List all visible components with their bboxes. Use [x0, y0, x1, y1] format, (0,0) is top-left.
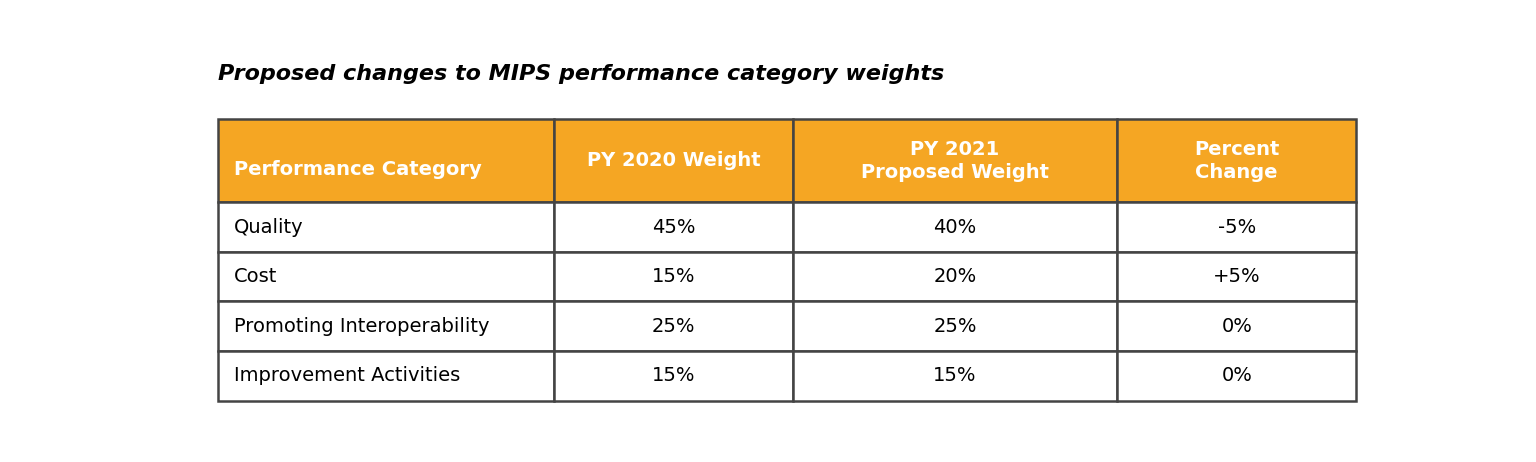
Bar — [218, 120, 554, 202]
Text: 15%: 15% — [651, 267, 696, 286]
Text: 0%: 0% — [1221, 317, 1252, 336]
Text: Proposed changes to MIPS performance category weights: Proposed changes to MIPS performance cat… — [218, 64, 945, 85]
Text: PY 2020 Weight: PY 2020 Weight — [587, 152, 760, 170]
Bar — [1117, 301, 1356, 351]
Bar — [554, 120, 793, 202]
Bar — [793, 252, 1117, 301]
Text: 0%: 0% — [1221, 366, 1252, 385]
Bar — [1117, 202, 1356, 252]
Bar — [1117, 252, 1356, 301]
Text: +5%: +5% — [1213, 267, 1261, 286]
Bar — [554, 252, 793, 301]
Bar — [218, 202, 554, 252]
Text: Percent
Change: Percent Change — [1193, 140, 1279, 182]
Bar — [554, 301, 793, 351]
Bar — [793, 351, 1117, 401]
Bar — [218, 252, 554, 301]
Bar — [793, 202, 1117, 252]
Bar — [554, 202, 793, 252]
Bar — [793, 301, 1117, 351]
Text: Improvement Activities: Improvement Activities — [233, 366, 459, 385]
Text: 45%: 45% — [651, 218, 696, 237]
Text: 20%: 20% — [934, 267, 977, 286]
Text: 25%: 25% — [651, 317, 696, 336]
Text: Quality: Quality — [233, 218, 303, 237]
Text: -5%: -5% — [1218, 218, 1256, 237]
Bar — [793, 120, 1117, 202]
Text: 15%: 15% — [651, 366, 696, 385]
Bar — [554, 351, 793, 401]
Bar — [218, 351, 554, 401]
Text: Promoting Interoperability: Promoting Interoperability — [233, 317, 488, 336]
Text: 15%: 15% — [934, 366, 977, 385]
Bar — [1117, 120, 1356, 202]
Text: PY 2021
Proposed Weight: PY 2021 Proposed Weight — [862, 140, 1049, 182]
Bar — [1117, 351, 1356, 401]
Text: 25%: 25% — [934, 317, 977, 336]
Text: 40%: 40% — [934, 218, 977, 237]
Text: Cost: Cost — [233, 267, 276, 286]
Text: Performance Category: Performance Category — [233, 160, 481, 179]
Bar — [218, 301, 554, 351]
